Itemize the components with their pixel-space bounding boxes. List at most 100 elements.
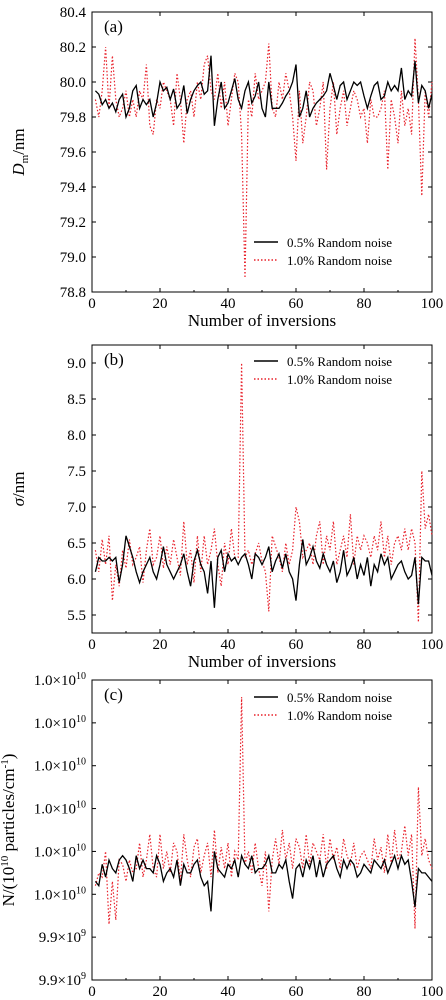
y-tick-label: 1.0×1010 bbox=[34, 757, 86, 775]
series-line-0 bbox=[94, 851, 433, 912]
y-axis-label-unit: /nm bbox=[9, 472, 28, 498]
y-tick-label-mantissa: 1.0 bbox=[34, 887, 53, 903]
x-tick-label: 60 bbox=[289, 637, 304, 653]
y-tick-label: 1.0×1010 bbox=[34, 885, 86, 903]
y-tick-label-exponent: 10 bbox=[76, 757, 86, 768]
y-axis-label-unit: /nm bbox=[9, 128, 28, 154]
y-axis-label: N/(1010 particles/cm-1) bbox=[0, 754, 18, 907]
x-tick-label: 100 bbox=[421, 637, 444, 653]
panel-label: (c) bbox=[104, 685, 123, 704]
y-tick-label: 79.4 bbox=[60, 180, 87, 196]
legend-label: 1.0% Random noise bbox=[287, 708, 392, 723]
x-tick-label: 0 bbox=[88, 984, 96, 1000]
x-tick-label: 20 bbox=[153, 296, 168, 312]
panel-label: (b) bbox=[104, 350, 124, 369]
y-tick-label: 7.5 bbox=[67, 464, 86, 480]
y-tick-label: 9.9×109 bbox=[39, 928, 86, 946]
y-tick-label: 78.8 bbox=[60, 285, 86, 301]
x-tick-label: 40 bbox=[221, 296, 236, 312]
chart-panel-a: 0 20 40 60 80 100 78.8 79.0 79.2 79.4 79.6 79.8 80.0… bbox=[9, 5, 443, 330]
series-line-1 bbox=[94, 697, 433, 929]
y-tick-label-times: ×10 bbox=[53, 887, 76, 903]
x-tick-label: 60 bbox=[289, 984, 304, 1000]
y-tick-label-times: ×10 bbox=[53, 673, 76, 689]
y-tick-label: 6.0 bbox=[67, 572, 86, 588]
legend-label: 1.0% Random noise bbox=[287, 372, 392, 387]
y-tick-label: 8.5 bbox=[67, 392, 86, 408]
y-tick-label: 1.0×1010 bbox=[34, 714, 86, 732]
plot-frame bbox=[91, 344, 433, 634]
x-tick-label: 80 bbox=[357, 296, 372, 312]
y-tick-label: 79.2 bbox=[60, 215, 86, 231]
legend: 0.5% Random noise 1.0% Random noise bbox=[254, 690, 392, 723]
chart-panel-b: 0 20 40 60 80 100 5.5 6.0 6.5 7.0 7.5 8.0 8.5 9.0 Numb… bbox=[9, 344, 444, 671]
y-tick-label: 1.0×1010 bbox=[34, 671, 86, 689]
y-tick-label-exponent: 10 bbox=[76, 842, 86, 853]
series-line-0 bbox=[94, 55, 433, 126]
y-tick-label-exponent: 10 bbox=[76, 671, 86, 682]
legend-label: 1.0% Random noise bbox=[287, 253, 392, 268]
legend-label: 0.5% Random noise bbox=[287, 354, 392, 369]
y-axis-label: σ/nm bbox=[9, 472, 28, 507]
y-tick-label: 9.0 bbox=[67, 356, 86, 372]
x-tick-label: 40 bbox=[221, 637, 236, 653]
y-tick-label-mantissa: 1.0 bbox=[34, 802, 53, 818]
x-tick-label: 40 bbox=[221, 984, 236, 1000]
plot-frame bbox=[91, 679, 433, 981]
x-tick-label: 60 bbox=[289, 296, 304, 312]
legend-label: 0.5% Random noise bbox=[287, 235, 392, 250]
x-axis-label: Number of inversions bbox=[188, 311, 336, 330]
panel-label: (a) bbox=[104, 17, 123, 36]
y-tick-label-mantissa: 9.9 bbox=[39, 930, 58, 946]
y-tick-label: 6.5 bbox=[67, 536, 86, 552]
y-tick-label: 7.0 bbox=[67, 500, 86, 516]
y-tick-label: 9.9×109 bbox=[39, 971, 86, 989]
legend-label: 0.5% Random noise bbox=[287, 690, 392, 705]
x-tick-label: 80 bbox=[357, 984, 372, 1000]
y-tick-label-times: ×10 bbox=[53, 716, 76, 732]
y-tick-label: 80.4 bbox=[60, 5, 87, 21]
y-tick-label-exponent: 9 bbox=[81, 928, 86, 939]
y-tick-label: 79.6 bbox=[60, 145, 87, 161]
y-axis-label-symbol: D bbox=[9, 163, 28, 177]
y-tick-label-mantissa: 1.0 bbox=[34, 716, 53, 732]
y-tick-label: 80.2 bbox=[60, 40, 86, 56]
y-tick-label-mantissa: 1.0 bbox=[34, 673, 53, 689]
x-tick-label: 80 bbox=[357, 637, 372, 653]
y-tick-label-mantissa: 9.9 bbox=[39, 973, 58, 989]
y-tick-label: 8.0 bbox=[67, 428, 86, 444]
y-axis-label-superscript: -1 bbox=[0, 759, 11, 768]
y-tick-label-times: ×10 bbox=[58, 973, 81, 989]
x-tick-label: 0 bbox=[88, 637, 96, 653]
series-line-1 bbox=[94, 38, 433, 279]
y-tick-label-exponent: 9 bbox=[81, 971, 86, 982]
x-axis-label: Number of inversions bbox=[188, 652, 336, 671]
x-tick-label: 20 bbox=[153, 637, 168, 653]
y-tick-label: 79.8 bbox=[60, 110, 86, 126]
y-tick-label: 5.5 bbox=[67, 608, 86, 624]
x-tick-label: 20 bbox=[153, 984, 168, 1000]
y-tick-label-mantissa: 1.0 bbox=[34, 844, 53, 860]
legend: 0.5% Random noise 1.0% Random noise bbox=[254, 354, 392, 387]
y-tick-label-mantissa: 1.0 bbox=[34, 759, 53, 775]
y-axis-label: Dm/nm bbox=[9, 128, 31, 176]
plot-frame bbox=[91, 11, 433, 293]
y-axis-label-start: N/(10 bbox=[0, 867, 18, 907]
chart-panel-c: 0 20 40 60 80 1009.9×1099.9×1091.0×10101.0×10… bbox=[0, 671, 443, 1000]
series-line-0 bbox=[94, 535, 433, 608]
y-tick-label-exponent: 10 bbox=[76, 800, 86, 811]
y-axis-label-superscript: 10 bbox=[0, 855, 11, 867]
y-axis-label-unit: particles/cm bbox=[0, 768, 18, 855]
y-tick-label-times: ×10 bbox=[53, 759, 76, 775]
y-tick-label: 1.0×1010 bbox=[34, 800, 86, 818]
y-axis-label-subscript: m bbox=[19, 154, 31, 163]
y-tick-label-times: ×10 bbox=[58, 930, 81, 946]
y-tick-label-times: ×10 bbox=[53, 802, 76, 818]
legend: 0.5% Random noise 1.0% Random noise bbox=[254, 235, 392, 268]
y-tick-label: 1.0×1010 bbox=[34, 842, 86, 860]
x-tick-label: 100 bbox=[421, 296, 444, 312]
y-tick-label-times: ×10 bbox=[53, 844, 76, 860]
x-tick-label: 100 bbox=[421, 984, 444, 1000]
y-tick-label: 79.0 bbox=[60, 250, 86, 266]
